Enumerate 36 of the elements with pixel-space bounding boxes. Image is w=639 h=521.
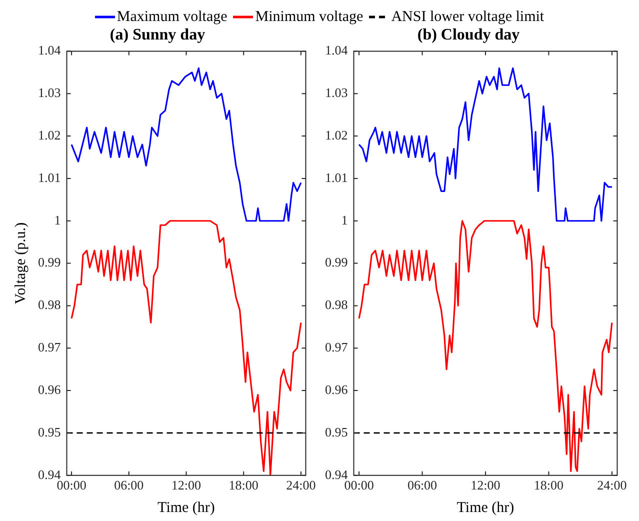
y-tick-label: 0.97	[325, 340, 348, 355]
x-tick-label: 24:00	[597, 478, 627, 493]
x-tick-label: 18:00	[534, 478, 564, 493]
y-tick-label: 0.99	[325, 254, 348, 270]
y-tick-label: 0.98	[325, 297, 348, 312]
y-tick-label: 0.97	[38, 340, 62, 355]
y-tick-label: 1.01	[325, 170, 348, 185]
y-tick-label: 0.95	[325, 424, 348, 440]
y-tick-label: 1.03	[38, 85, 61, 100]
x-axis-title: Time (hr)	[158, 500, 215, 516]
y-tick-label: 1.03	[325, 85, 348, 100]
y-tick-label: 1.04	[38, 42, 62, 58]
legend-label: Maximum voltage	[116, 8, 228, 26]
y-tick-label: 1.02	[38, 127, 61, 142]
y-tick-label: 1	[341, 212, 348, 228]
x-tick-label: 24:00	[286, 478, 316, 493]
x-tick-label: 06:00	[407, 478, 438, 493]
y-tick-label: 1.02	[325, 127, 348, 142]
y-axis-title: Voltage (p.u.)	[12, 222, 29, 304]
y-tick-label: 0.95	[38, 424, 61, 440]
y-tick-label: 0.96	[38, 382, 62, 397]
legend-label: Minimum voltage	[255, 8, 364, 26]
y-tick-label: 1	[54, 212, 61, 228]
x-axis-title: Time (hr)	[456, 500, 514, 516]
y-tick-label: 0.98	[38, 297, 61, 312]
x-tick-label: 18:00	[228, 478, 258, 493]
x-tick-label: 12:00	[171, 478, 202, 493]
y-tick-label: 0.96	[325, 382, 348, 397]
legend-label: ANSI lower voltage limit	[391, 8, 544, 26]
chart-title: (b) Cloudy day	[417, 26, 520, 44]
y-tick-label: 1.01	[38, 170, 61, 185]
chart-title: (a) Sunny day	[110, 26, 206, 44]
x-tick-label: 06:00	[114, 478, 144, 493]
x-tick-label: 12:00	[470, 478, 500, 493]
y-tick-label: 0.99	[38, 254, 61, 270]
y-tick-label: 1.04	[325, 42, 348, 58]
